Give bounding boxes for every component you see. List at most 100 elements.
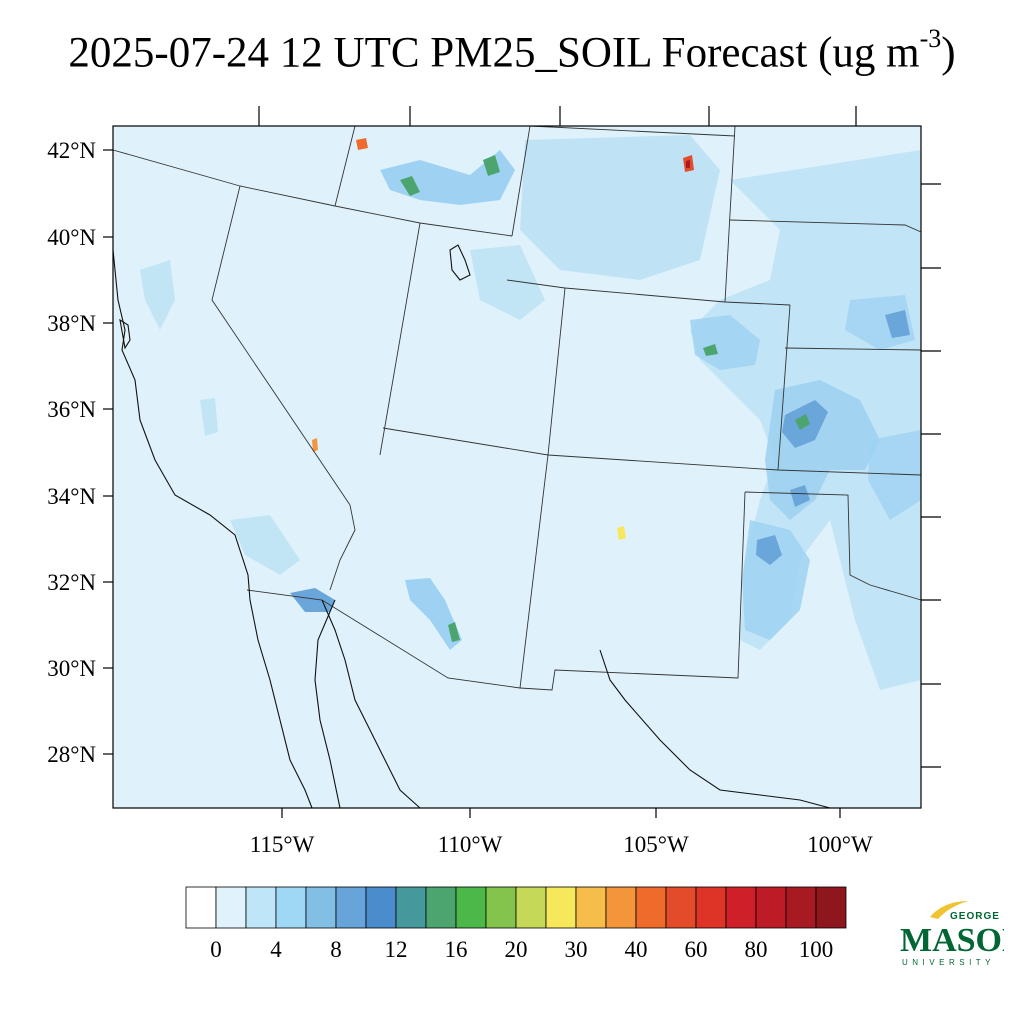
colorbar-swatch <box>605 886 637 929</box>
plume-arizona-south <box>405 578 462 650</box>
colorbar-swatch <box>305 886 337 929</box>
colorbar-swatch <box>695 886 727 929</box>
border-nv-ut <box>379 222 421 456</box>
plume-sonora <box>230 515 300 575</box>
plume-east-texas <box>868 430 921 520</box>
concentration-field <box>140 135 921 690</box>
colorbar-label: 4 <box>270 937 282 962</box>
colorbar-swatch <box>665 886 697 929</box>
border-az-ca-river <box>329 504 356 591</box>
colorbar-label: 30 <box>565 937 588 962</box>
lat-label-28: 28°N <box>47 742 96 767</box>
colorbar-swatch <box>485 886 517 929</box>
colorbar-labels: 0 4 8 12 16 20 30 40 60 80 100 <box>210 937 833 962</box>
coast-california <box>112 249 313 809</box>
latitude-labels: 42°N 40°N 38°N 36°N 34°N 32°N 30°N 28°N <box>47 138 96 767</box>
colorbar-swatch <box>515 886 547 929</box>
gmu-logo: GEORGE MASON UNIVERSITY <box>900 895 1024 970</box>
lon-label-115: 115°W <box>250 832 315 857</box>
colorbar-swatch <box>275 886 307 929</box>
border-wy-east <box>724 125 736 303</box>
border-ca-nv <box>211 185 351 506</box>
colorbar-swatch <box>455 886 487 929</box>
colorbar-swatch <box>215 886 247 929</box>
border-tx-ok <box>744 491 922 601</box>
border-az-nm <box>519 454 549 689</box>
border-wy-north-top <box>529 125 736 137</box>
colorbar-label: 20 <box>505 937 528 962</box>
lat-label-36: 36°N <box>47 397 96 422</box>
colorbar-swatch <box>545 886 577 929</box>
great-salt-lake <box>449 244 471 281</box>
plume-colorado-east <box>690 315 760 370</box>
border-ks-ok <box>784 347 922 351</box>
core-texas-west <box>756 535 782 565</box>
plume-wyoming <box>520 135 720 280</box>
colorbar-label: 12 <box>385 937 408 962</box>
colorbar-swatch <box>245 886 277 929</box>
gmu-logo-mark: GEORGE MASON UNIVERSITY <box>900 901 1024 967</box>
colorbar-label: 60 <box>685 937 708 962</box>
core-idaho-south <box>400 176 420 196</box>
border-nm-tx <box>519 491 746 691</box>
colorbar-swatch <box>185 886 217 929</box>
colorbar-swatch <box>425 886 457 929</box>
core-wyoming-hot-center <box>686 160 690 168</box>
core-nevada-south <box>312 438 318 452</box>
colorbar <box>185 886 847 929</box>
border-id-mt <box>334 125 356 207</box>
coast-baja-gulf <box>321 599 421 809</box>
colorbar-label: 16 <box>445 937 468 962</box>
coast-baja-east <box>314 599 341 809</box>
lat-label-34: 34°N <box>47 484 96 509</box>
colorbar-swatch <box>815 886 847 929</box>
lat-label-32: 32°N <box>47 570 96 595</box>
plume-arizona-border <box>290 588 335 612</box>
colorbar-swatch <box>755 886 787 929</box>
colorbar-swatch <box>365 886 397 929</box>
core-arizona-south <box>448 622 460 642</box>
border-az-mexico <box>246 589 521 689</box>
chart-title: 2025-07-24 12 UTC PM25_SOIL Forecast (ug… <box>0 24 1024 77</box>
colorbar-swatch <box>395 886 427 929</box>
core-colorado-green <box>703 344 718 356</box>
lon-label-100: 100°W <box>807 832 873 857</box>
sf-bay <box>119 318 131 350</box>
colorbar-swatch <box>335 886 367 929</box>
border-co-ks <box>777 304 791 471</box>
longitude-labels: 115°W 110°W 105°W 100°W <box>250 832 873 857</box>
title-text: 2025-07-24 12 UTC PM25_SOIL Forecast (ug… <box>68 29 920 77</box>
lat-label-38: 38°N <box>47 311 96 336</box>
colorbar-swatch <box>725 886 757 929</box>
coastlines <box>112 244 831 809</box>
title-close: ) <box>941 29 956 77</box>
lon-label-110: 110°W <box>438 832 503 857</box>
border-sd-ne <box>729 219 922 233</box>
core-oklahoma-green <box>795 414 810 430</box>
tick-marks <box>103 106 941 818</box>
lat-label-30: 30°N <box>47 656 96 681</box>
plume-california-valley <box>140 260 175 330</box>
logo-bottom-text: UNIVERSITY <box>902 958 995 967</box>
colorbar-label: 100 <box>799 937 834 962</box>
core-idaho-east <box>483 155 500 176</box>
colorbar-swatch <box>575 886 607 929</box>
lon-label-105: 105°W <box>623 832 689 857</box>
core-nebraska <box>885 310 910 338</box>
colorbar-label: 8 <box>330 937 342 962</box>
lat-label-42: 42°N <box>47 138 96 163</box>
border-wy-co <box>506 279 791 306</box>
logo-top-text: GEORGE <box>950 911 1000 922</box>
border-wy-west <box>511 125 531 237</box>
colorbar-swatch <box>785 886 817 929</box>
colorbar-swatch <box>635 886 667 929</box>
border-ut-co <box>547 287 566 456</box>
title-exponent: -3 <box>919 24 942 53</box>
colorbar-label: 40 <box>625 937 648 962</box>
coast-gulf-mexico <box>599 649 831 809</box>
plot-frame <box>112 125 922 809</box>
state-boundaries <box>112 125 922 691</box>
core-texas-north <box>790 485 810 507</box>
core-idaho-hot <box>356 138 368 150</box>
